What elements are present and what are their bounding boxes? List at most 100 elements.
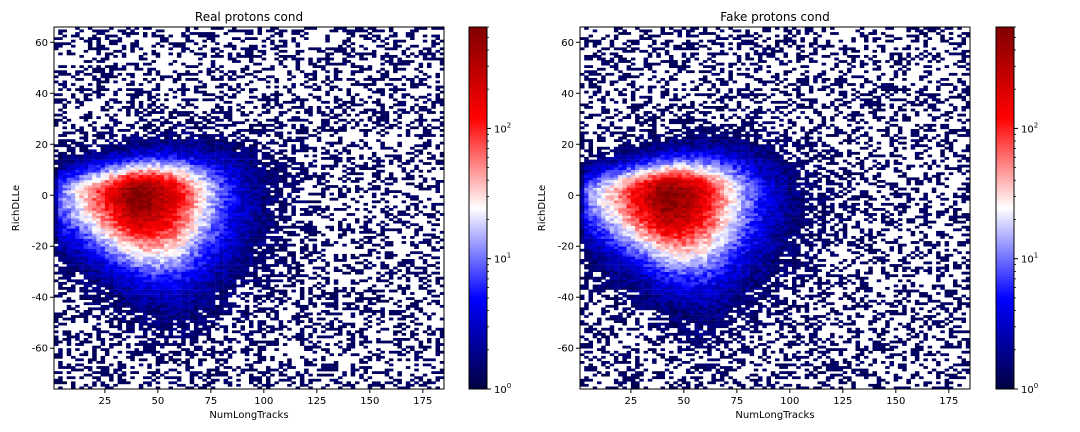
heatmap-cell bbox=[168, 350, 173, 354]
heatmap-cell bbox=[151, 353, 156, 357]
heatmap-cell bbox=[71, 131, 76, 135]
heatmap-cell bbox=[261, 169, 267, 173]
heatmap-cell bbox=[168, 177, 173, 181]
heatmap-cell bbox=[198, 271, 203, 275]
heatmap-cell bbox=[54, 180, 59, 183]
heatmap-cell bbox=[181, 202, 186, 206]
heatmap-cell bbox=[253, 118, 258, 122]
heatmap-cell bbox=[176, 197, 182, 201]
heatmap-cell bbox=[202, 289, 207, 293]
heatmap-cell bbox=[172, 149, 178, 153]
heatmap-cell bbox=[244, 233, 250, 237]
heatmap-cell bbox=[134, 243, 139, 247]
heatmap-cell bbox=[215, 312, 220, 316]
heatmap-cell bbox=[227, 353, 233, 357]
heatmap-cell bbox=[198, 246, 203, 249]
heatmap-cell bbox=[79, 205, 84, 209]
heatmap-cell bbox=[71, 157, 76, 160]
heatmap-cell bbox=[232, 174, 237, 178]
heatmap-cell bbox=[223, 269, 229, 272]
heatmap-cell bbox=[270, 251, 275, 255]
heatmap-cell bbox=[143, 174, 148, 178]
heatmap-cell bbox=[278, 299, 284, 303]
heatmap-cell bbox=[270, 129, 275, 132]
heatmap-cell bbox=[100, 310, 106, 313]
heatmap-cell bbox=[193, 294, 199, 298]
heatmap-cell bbox=[249, 55, 254, 58]
heatmap-cell bbox=[96, 187, 101, 191]
heatmap-cell bbox=[126, 310, 131, 313]
heatmap-cell bbox=[215, 322, 220, 326]
heatmap-cell bbox=[219, 230, 224, 234]
heatmap-cell bbox=[244, 215, 250, 219]
heatmap-cell bbox=[181, 322, 186, 326]
heatmap-cell bbox=[236, 180, 241, 183]
heatmap-cell bbox=[151, 259, 156, 262]
heatmap-cell bbox=[134, 228, 139, 232]
heatmap-cell bbox=[79, 185, 84, 188]
heatmap-cell bbox=[143, 284, 148, 288]
heatmap-cell bbox=[202, 215, 207, 219]
heatmap-cell bbox=[266, 169, 271, 173]
heatmap-cell bbox=[223, 378, 229, 382]
heatmap-cell bbox=[274, 167, 279, 170]
heatmap-cell bbox=[181, 177, 186, 181]
heatmap-cell bbox=[104, 34, 110, 38]
heatmap-cell bbox=[189, 251, 195, 255]
heatmap-cell bbox=[104, 180, 110, 183]
heatmap-cell bbox=[147, 294, 152, 298]
heatmap-cell bbox=[244, 312, 250, 316]
heatmap-cell bbox=[155, 325, 161, 329]
heatmap-cell bbox=[147, 350, 152, 354]
heatmap-cell bbox=[185, 205, 190, 209]
heatmap-cell bbox=[58, 172, 63, 176]
heatmap-cell bbox=[185, 157, 190, 160]
heatmap-cell bbox=[219, 144, 224, 148]
heatmap-cell bbox=[193, 266, 199, 270]
heatmap-cell bbox=[278, 111, 284, 114]
heatmap-cell bbox=[151, 284, 156, 288]
heatmap-cell bbox=[223, 123, 229, 127]
heatmap-cell bbox=[240, 315, 245, 318]
heatmap-cell bbox=[121, 200, 127, 204]
heatmap-cell bbox=[189, 338, 195, 341]
heatmap-cell bbox=[176, 350, 182, 354]
heatmap-cell bbox=[185, 253, 190, 257]
heatmap-cell bbox=[130, 269, 135, 272]
heatmap-cell bbox=[210, 78, 216, 81]
heatmap-cell bbox=[168, 42, 173, 46]
heatmap-cell bbox=[113, 210, 118, 214]
heatmap-cell bbox=[210, 169, 216, 173]
heatmap-cell bbox=[130, 187, 135, 191]
heatmap-cell bbox=[117, 317, 123, 321]
heatmap-cell bbox=[117, 157, 123, 160]
heatmap-cell bbox=[240, 75, 245, 79]
heatmap-cell bbox=[202, 213, 207, 216]
heatmap-cell bbox=[134, 90, 139, 94]
heatmap-cell bbox=[274, 243, 279, 247]
heatmap-cell bbox=[155, 169, 161, 173]
heatmap-cell bbox=[168, 289, 173, 293]
heatmap-cell bbox=[126, 355, 131, 359]
heatmap-cell bbox=[185, 332, 190, 336]
heatmap-cell bbox=[185, 131, 190, 135]
heatmap-cell bbox=[147, 276, 152, 280]
heatmap-cell bbox=[236, 90, 241, 94]
heatmap-cell bbox=[172, 302, 178, 306]
heatmap-cell bbox=[210, 338, 216, 341]
heatmap-cell bbox=[100, 164, 106, 168]
heatmap-cell bbox=[147, 113, 152, 117]
heatmap-cell bbox=[96, 294, 101, 298]
heatmap-cell bbox=[54, 167, 59, 170]
heatmap-cell bbox=[79, 144, 84, 148]
heatmap-cell bbox=[236, 304, 241, 308]
heatmap-cell bbox=[270, 34, 275, 38]
heatmap-cell bbox=[113, 271, 118, 275]
heatmap-cell bbox=[126, 174, 131, 178]
heatmap-cell bbox=[62, 266, 67, 270]
heatmap-cell bbox=[274, 100, 279, 104]
heatmap-cell bbox=[215, 340, 220, 344]
heatmap-cell bbox=[121, 139, 127, 142]
heatmap-cell bbox=[206, 383, 212, 387]
heatmap-cell bbox=[147, 144, 152, 148]
